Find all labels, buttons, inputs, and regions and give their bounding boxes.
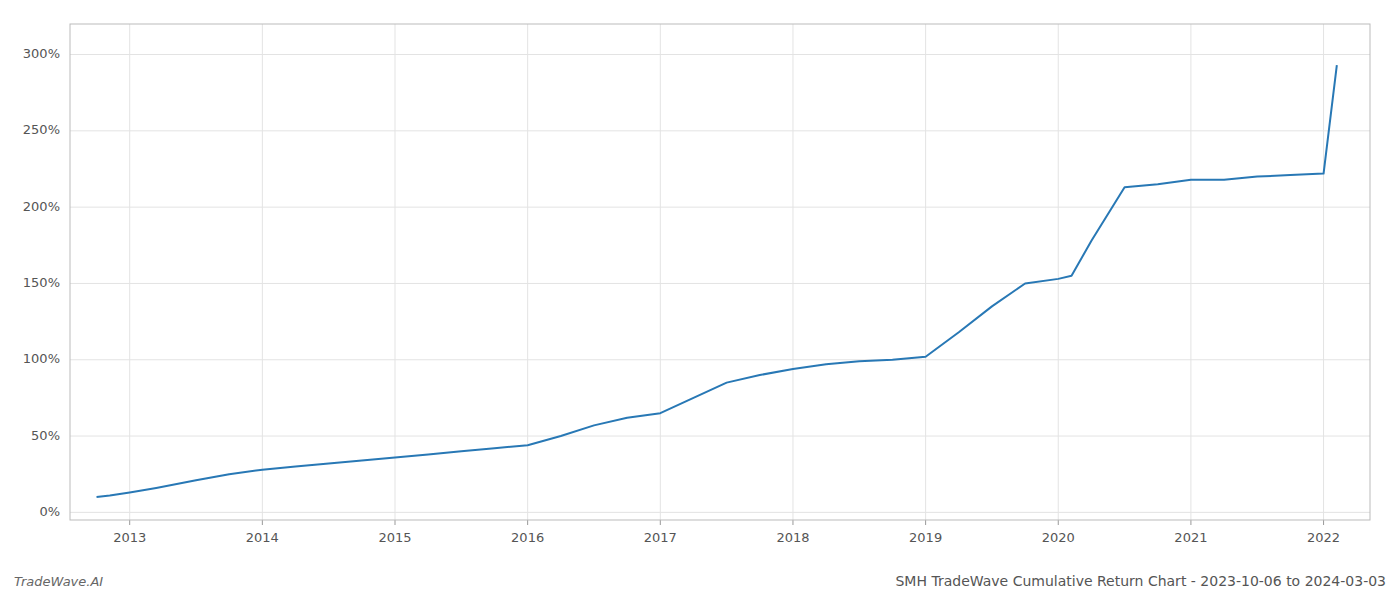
grid xyxy=(70,24,1370,520)
x-tick xyxy=(262,520,263,525)
x-tick-label: 2014 xyxy=(246,530,279,545)
chart-title: SMH TradeWave Cumulative Return Chart - … xyxy=(895,573,1386,589)
y-grid-line xyxy=(70,130,1370,131)
x-tick-label: 2021 xyxy=(1174,530,1207,545)
x-tick xyxy=(792,520,793,525)
y-tick-label: 150% xyxy=(23,275,60,290)
x-tick-label: 2013 xyxy=(113,530,146,545)
watermark: TradeWave.AI xyxy=(14,574,103,589)
y-grid-line xyxy=(70,283,1370,284)
y-tick-label: 100% xyxy=(23,351,60,366)
x-grid-line xyxy=(660,24,661,520)
y-tick-label: 50% xyxy=(31,428,60,443)
plot-area xyxy=(97,65,1337,497)
x-tick xyxy=(527,520,528,525)
x-tick-label: 2019 xyxy=(909,530,942,545)
x-tick xyxy=(1190,520,1191,525)
x-tick-label: 2022 xyxy=(1307,530,1340,545)
x-tick xyxy=(1058,520,1059,525)
background xyxy=(0,0,1400,600)
y-tick-label: 0% xyxy=(39,504,60,519)
x-tick-label: 2020 xyxy=(1042,530,1075,545)
y-grid-line xyxy=(70,359,1370,360)
y-grid-line xyxy=(70,207,1370,208)
y-grid-line xyxy=(70,512,1370,513)
y-tick-label: 200% xyxy=(23,199,60,214)
x-tick-label: 2017 xyxy=(644,530,677,545)
axes: 0% 50% 100% 150% 200% 250% 300% 2013 2014 2015 201… xyxy=(23,24,1370,545)
x-grid-line xyxy=(1323,24,1324,520)
x-tick-label: 2016 xyxy=(511,530,544,545)
x-grid-line xyxy=(395,24,396,520)
x-grid-line xyxy=(925,24,926,520)
x-tick xyxy=(1323,520,1324,525)
y-grid-line xyxy=(70,54,1370,55)
chart-svg: 0% 50% 100% 150% 200% 250% 300% 2013 2014 2015 201… xyxy=(0,0,1400,600)
x-tick xyxy=(660,520,661,525)
x-tick xyxy=(395,520,396,525)
x-grid-line xyxy=(1190,24,1191,520)
line-series xyxy=(97,65,1337,497)
x-tick xyxy=(925,520,926,525)
x-tick-label: 2015 xyxy=(378,530,411,545)
footer: TradeWave.AI SMH TradeWave Cumulative Ret… xyxy=(14,573,1386,589)
y-tick-label: 300% xyxy=(23,46,60,61)
y-grid-line xyxy=(70,436,1370,437)
x-tick-label: 2018 xyxy=(776,530,809,545)
x-tick xyxy=(129,520,130,525)
plot-frame xyxy=(70,24,1370,520)
x-grid-line xyxy=(792,24,793,520)
x-grid-line xyxy=(1058,24,1059,520)
chart-container: 0% 50% 100% 150% 200% 250% 300% 2013 2014 2015 201… xyxy=(0,0,1400,600)
x-grid-line xyxy=(129,24,130,520)
y-tick-label: 250% xyxy=(23,122,60,137)
x-grid-line xyxy=(262,24,263,520)
